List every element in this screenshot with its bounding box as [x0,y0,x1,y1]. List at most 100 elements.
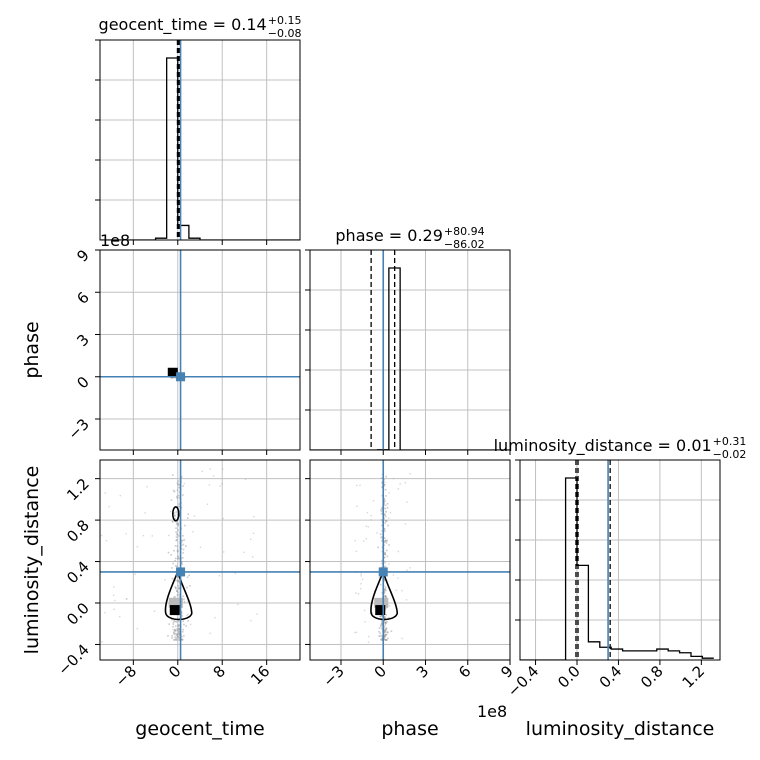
sample-point [223,551,225,553]
sample-point [172,562,174,565]
sample-point [183,634,185,637]
sample-point [256,613,258,615]
sample-point [177,480,180,482]
sample-point [175,511,178,513]
panel-luminosity_distance-vs-geocent_time: −8 0 8 16 −0.4 0.0 0.4 0.8 1.2 [54,459,301,690]
y-tick-label: 0.8 [63,516,93,546]
sample-point [384,589,387,592]
sample-point [173,619,176,622]
panel-content [100,40,300,240]
sample-point [384,519,387,522]
sample-point [383,636,385,639]
sample-point [178,624,181,626]
sample-point [384,617,386,620]
sample-point [178,503,181,505]
sample-point [384,522,387,524]
sample-point [192,531,194,533]
contour-outer [370,569,399,621]
sample-point [357,593,360,595]
contour-outer [164,569,193,621]
truth-marker [378,567,388,577]
sample-point [385,495,387,497]
diag-title-geocent_time: geocent_time = 0.14 +0.15−0.08 [99,14,302,40]
sample-point [384,628,387,631]
sample-point [176,634,179,637]
sample-point [175,639,178,641]
sample-point [383,500,386,503]
sample-point [378,635,381,638]
sample-point [399,483,401,485]
title-plus: +0.15 [268,14,302,27]
axes-frame [519,459,721,661]
sample-point [175,527,177,529]
sample-point [181,539,184,542]
sample-point [381,494,384,497]
sample-point [222,517,224,520]
sample-point [172,621,175,624]
sample-point [178,557,180,560]
sample-point [383,556,386,559]
sample-point [112,594,115,596]
y-tick-label: 9 [73,246,92,265]
sample-point [384,565,387,568]
sample-point [174,557,177,560]
sample-point [405,599,408,601]
truth-marker [176,372,186,382]
sample-point [401,637,403,640]
sample-point [181,615,183,617]
y-tick-label: −3 [64,415,92,443]
panel-luminosity_distance-vs-luminosity_distance: −0.4 0.0 0.4 0.8 1.2 [504,459,721,701]
sample-point [177,620,180,623]
sample-point [177,483,180,486]
sample-point [386,507,389,509]
sample-point [362,540,365,542]
sample-point [381,634,383,637]
x-tick-label: 3 [413,662,432,681]
x-tick-label: −3 [319,662,347,690]
sample-point [180,561,183,563]
panel-content [310,460,510,660]
sample-point [384,578,386,581]
sample-point [221,483,223,485]
sample-point [384,607,387,609]
sample-point [383,629,386,632]
sample-point [171,520,174,523]
sample-point [209,632,211,635]
sample-point [380,625,382,628]
sample-point [383,483,386,486]
sample-point [113,586,115,588]
sample-point [384,540,386,542]
sample-point [371,612,374,614]
sample-point [175,531,177,533]
sample-point [365,525,367,527]
sample-point [186,576,189,579]
sample-point [167,634,169,637]
sample-point [176,628,178,630]
sample-point [392,574,395,576]
sample-point [176,482,179,484]
sample-point [181,639,184,641]
sample-point [381,481,383,483]
sample-point [174,515,176,517]
sample-point [397,577,399,579]
x-tick-label: 8 [210,662,229,681]
sample-point [234,572,237,574]
sample-point [174,632,177,635]
sample-point [172,489,175,492]
panel-luminosity_distance-vs-phase: −3 0 3 6 9 [305,459,517,690]
sample-point [176,495,178,498]
sample-point [383,635,386,637]
sample-point [384,481,386,483]
sample-point [176,497,178,499]
sample-point [142,534,145,537]
sample-point [385,520,388,522]
sample-point [174,579,177,582]
sample-point [177,625,180,628]
truth-marker [176,567,186,577]
hist-geocent_time [100,57,300,240]
sample-point [178,593,180,596]
sample-point [164,579,166,581]
density-block [168,597,183,608]
sample-point [199,546,202,548]
